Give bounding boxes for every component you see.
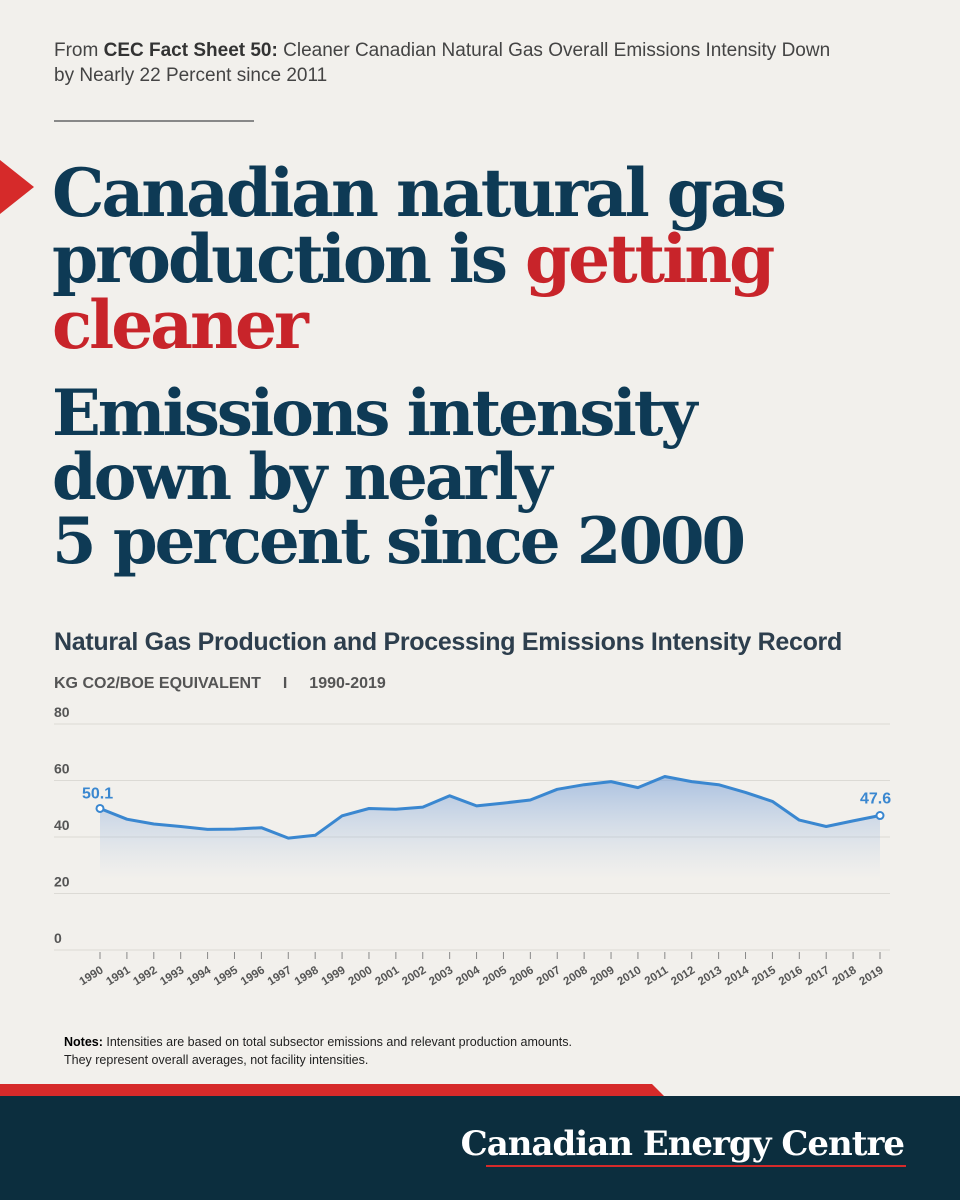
y-tick-label: 60 (54, 761, 70, 777)
chart-year-range: 1990-2019 (309, 675, 386, 692)
notes-line-2: They represent overall averages, not fac… (64, 1053, 369, 1067)
x-tick-label: 2018 (831, 964, 860, 988)
x-tick-label: 2004 (454, 964, 483, 988)
x-tick-label: 2019 (858, 964, 886, 988)
chart-units: KG CO2/BOE EQUIVALENT (54, 675, 261, 692)
y-tick-label: 20 (54, 874, 70, 890)
chart-title: Natural Gas Production and Processing Em… (54, 628, 842, 656)
x-tick-label: 2012 (669, 964, 697, 988)
subhead-line-3: 5 percent since 2000 (52, 504, 746, 579)
x-tick-label: 2016 (777, 964, 805, 988)
x-tick-label: 2008 (562, 964, 591, 988)
x-tick-label: 2001 (373, 964, 402, 988)
x-tick-label: 2011 (643, 964, 671, 988)
notes-label: Notes: (64, 1035, 103, 1049)
x-tick-label: 1996 (239, 964, 267, 988)
x-tick-label: 1993 (158, 964, 186, 988)
x-tick-label: 1998 (293, 964, 322, 988)
x-tick-label: 1992 (131, 964, 159, 988)
chart-notes: Notes: Intensities are based on total su… (64, 1033, 864, 1069)
chart-area-fill (100, 776, 880, 880)
x-tick-label: 2013 (696, 964, 724, 988)
headline-accent-cleaner: cleaner (52, 286, 309, 364)
footer: Canadian Energy Centre (0, 1096, 960, 1200)
source-description: Cleaner Canadian Natural Gas Overall Emi… (54, 40, 831, 86)
data-label-last: 47.6 (860, 791, 891, 808)
x-tick-label: 2017 (804, 964, 832, 988)
x-tick-label: 1991 (104, 964, 133, 988)
y-tick-label: 40 (54, 817, 70, 833)
y-tick-label: 80 (54, 704, 70, 720)
subheadline: Emissions intensity down by nearly 5 per… (52, 382, 932, 574)
x-tick-label: 1994 (185, 964, 214, 988)
headline: Canadian natural gas production is getti… (52, 160, 932, 358)
y-tick-label: 0 (54, 930, 62, 946)
x-tick-label: 2005 (481, 964, 510, 988)
x-tick-label: 1999 (320, 964, 348, 988)
red-arrow-marker (0, 160, 34, 214)
x-tick-label: 2003 (427, 964, 455, 988)
chart-subtitle-separator: I (282, 675, 288, 692)
chart-subtitle: KG CO2/BOE EQUIVALENT I 1990-2019 (54, 675, 654, 693)
x-tick-label: 1990 (78, 964, 106, 988)
red-accent-band (0, 1084, 664, 1096)
source-fact-sheet: CEC Fact Sheet 50: (103, 40, 278, 61)
headline-line-2: production is getting (52, 226, 932, 292)
endpoint-marker (875, 811, 885, 821)
x-tick-label: 2007 (535, 964, 563, 988)
brand-underline (486, 1165, 906, 1167)
x-tick-label: 2009 (589, 964, 617, 988)
x-tick-label: 2000 (346, 964, 374, 988)
x-tick-label: 2014 (723, 964, 752, 988)
x-tick-label: 2006 (508, 964, 536, 988)
notes-line-1: Intensities are based on total subsector… (102, 1035, 572, 1049)
x-tick-label: 1995 (212, 964, 241, 988)
headline-line-1: Canadian natural gas (52, 154, 787, 232)
headline-accent-getting: getting (525, 220, 775, 298)
endpoint-marker (95, 803, 105, 813)
divider (54, 120, 254, 122)
data-label-first: 50.1 (82, 785, 113, 802)
brand-wordmark: Canadian Energy Centre (460, 1124, 905, 1164)
x-tick-label: 2010 (615, 964, 643, 988)
subhead-line-1: Emissions intensity (52, 376, 697, 451)
x-tick-label: 2015 (750, 964, 779, 988)
headline-line-2a: production is (52, 220, 526, 298)
source-note: From CEC Fact Sheet 50: Cleaner Canadian… (54, 38, 854, 88)
subhead-line-2: down by nearly (52, 440, 553, 515)
source-prefix: From (54, 40, 104, 61)
x-tick-label: 1997 (266, 964, 294, 988)
x-tick-label: 2002 (400, 964, 428, 988)
chart-series-line (99, 775, 881, 840)
